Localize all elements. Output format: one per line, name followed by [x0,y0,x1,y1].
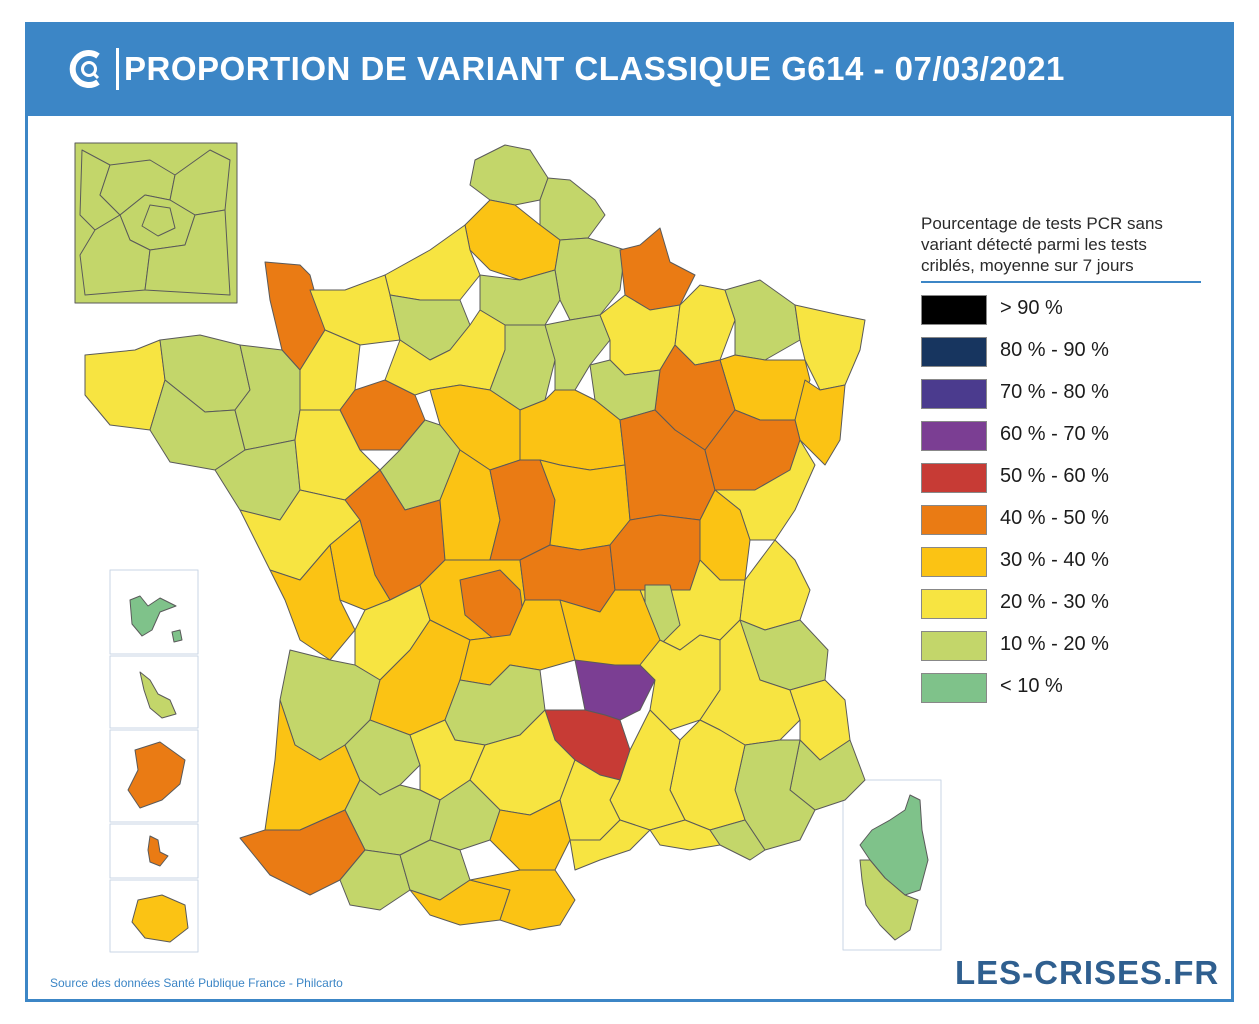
legend-label: 40 % - 50 % [1000,507,1109,529]
legend-description-line: Pourcentage de tests PCR sans [921,214,1163,233]
legend-label: 10 % - 20 % [1000,633,1109,655]
legend-description-line: variant détecté parmi les tests [921,235,1147,254]
legend-swatch [921,421,987,451]
legend-label: 20 % - 30 % [1000,591,1109,613]
legend-label: 50 % - 60 % [1000,465,1109,487]
legend-swatch [921,589,987,619]
les-crises-logo-icon [69,50,100,88]
legend-label: > 90 % [1000,297,1063,319]
legend-label: 70 % - 80 % [1000,381,1109,403]
legend-swatch [921,295,987,325]
brand-logo-text: LES-CRISES.FR [955,954,1220,991]
legend-swatch [921,505,987,535]
legend-description: Pourcentage de tests PCR sans variant dé… [921,213,1211,276]
header-bar [25,22,1234,116]
page-title: PROPORTION DE VARIANT CLASSIQUE G614 - 0… [124,50,1065,87]
paris-inset [74,142,238,304]
legend-swatch [921,337,987,367]
legend-label: 60 % - 70 % [1000,423,1109,445]
legend-swatch [921,547,987,577]
legend-label: 30 % - 40 % [1000,549,1109,571]
legend-swatch [921,379,987,409]
title-separator [116,48,119,90]
legend-swatch [921,463,987,493]
legend-swatch [921,673,987,703]
legend-divider [921,281,1201,283]
legend-label: 80 % - 90 % [1000,339,1109,361]
data-source-credit: Source des données Santé Publique France… [50,976,343,990]
legend-label: < 10 % [1000,675,1063,697]
legend-description-line: criblés, moyenne sur 7 jours [921,256,1134,275]
legend-swatch [921,631,987,661]
